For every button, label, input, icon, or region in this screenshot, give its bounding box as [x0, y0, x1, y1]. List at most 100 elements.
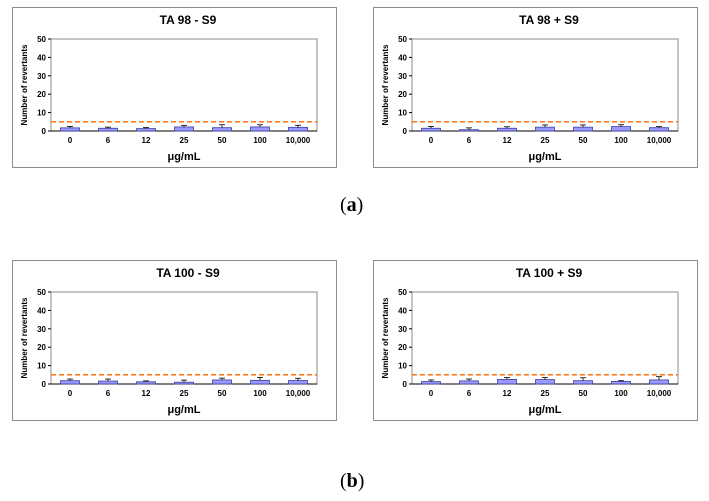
x-tick-label: 0: [429, 389, 434, 398]
x-tick-label: 25: [180, 389, 189, 398]
chart-ta98-plus-s9: TA 98 + S9 0 10 20 30 40 50 Number of revertant…: [381, 13, 679, 163]
bar: [98, 127, 118, 132]
y-tick-label: 40: [37, 53, 46, 62]
chart-title: TA 100 - S9: [156, 266, 220, 280]
bar: [497, 379, 517, 385]
x-tick-label: 10,000: [286, 389, 311, 398]
plot-area-frame: [411, 291, 679, 385]
bar: [174, 126, 194, 132]
bar: [535, 126, 555, 132]
chart-panel-ta98-minus-s9: TA 98 - S9 0 10 20 30 40 50 Number of revertant…: [12, 7, 337, 168]
bar: [573, 380, 593, 385]
x-tick-label: 50: [579, 136, 588, 145]
y-tick-label: 40: [398, 306, 407, 315]
bar: [459, 129, 479, 132]
x-tick-label: 100: [614, 136, 628, 145]
bar: [421, 381, 441, 385]
x-axis-label: μg/mL: [167, 404, 200, 416]
bar: [136, 128, 156, 132]
bar: [250, 379, 270, 385]
y-tick-label: 30: [37, 72, 46, 81]
bar: [497, 127, 517, 132]
bar: [611, 381, 631, 385]
x-tick-label: 25: [180, 136, 189, 145]
x-tick-label: 50: [218, 136, 227, 145]
chart-title: TA 98 - S9: [160, 13, 217, 27]
y-tick-label: 50: [398, 288, 407, 297]
y-tick-label: 50: [398, 35, 407, 44]
x-tick-label: 12: [503, 389, 512, 398]
chart-panel-ta100-minus-s9: TA 100 - S9 0 10 20 30 40 50 Number of revertan…: [12, 260, 337, 421]
y-tick-label: 30: [398, 325, 407, 334]
bar: [60, 127, 80, 132]
y-tick-label: 20: [37, 343, 46, 352]
plot-area-frame: [50, 38, 318, 132]
bar: [573, 126, 593, 132]
bar: [250, 126, 270, 132]
x-tick-label: 25: [541, 136, 550, 145]
x-tick-label: 12: [503, 136, 512, 145]
chart-title: TA 98 + S9: [519, 13, 579, 27]
plot-area-frame: [50, 291, 318, 385]
x-axis-label: μg/mL: [528, 151, 561, 163]
bar: [60, 380, 80, 385]
y-tick-label: 50: [37, 35, 46, 44]
x-tick-label: 6: [106, 389, 111, 398]
bar: [649, 127, 669, 132]
y-tick-label: 0: [403, 380, 408, 389]
y-tick-label: 0: [42, 127, 47, 136]
x-tick-label: 10,000: [647, 136, 672, 145]
y-tick-label: 0: [42, 380, 47, 389]
x-tick-label: 100: [253, 136, 267, 145]
y-axis-label: Number of revertants: [20, 44, 29, 125]
y-tick-label: 20: [398, 90, 407, 99]
x-tick-label: 12: [142, 389, 151, 398]
x-tick-label: 0: [429, 136, 434, 145]
x-tick-label: 0: [68, 389, 73, 398]
bar: [535, 379, 555, 385]
x-axis-label: μg/mL: [528, 404, 561, 416]
bar: [212, 127, 232, 132]
y-tick-label: 20: [37, 90, 46, 99]
chart-panel-ta100-plus-s9: TA 100 + S9 0 10 20 30 40 50 Number of revertan…: [373, 260, 698, 421]
x-tick-label: 6: [106, 136, 111, 145]
y-tick-label: 0: [403, 127, 408, 136]
figure-label-b-text: b: [346, 470, 358, 492]
y-tick-label: 20: [398, 343, 407, 352]
chart-panel-ta98-plus-s9: TA 98 + S9 0 10 20 30 40 50 Number of revertant…: [373, 7, 698, 168]
x-tick-label: 6: [467, 136, 472, 145]
y-tick-label: 50: [37, 288, 46, 297]
y-tick-label: 30: [398, 72, 407, 81]
x-tick-label: 25: [541, 389, 550, 398]
y-tick-label: 30: [37, 325, 46, 334]
y-tick-label: 40: [398, 53, 407, 62]
x-tick-label: 50: [218, 389, 227, 398]
y-tick-label: 40: [37, 306, 46, 315]
y-axis-label: Number of revertants: [381, 44, 390, 125]
y-axis-label: Number of revertants: [20, 297, 29, 378]
x-tick-label: 10,000: [286, 136, 311, 145]
x-tick-label: 12: [142, 136, 151, 145]
bar: [288, 126, 308, 132]
figure-label-a-text: a: [346, 194, 357, 216]
bar: [611, 126, 631, 132]
chart-title: TA 100 + S9: [516, 266, 583, 280]
chart-ta100-plus-s9: TA 100 + S9 0 10 20 30 40 50 Number of revertan…: [381, 266, 679, 416]
x-tick-label: 100: [614, 389, 628, 398]
bar: [136, 381, 156, 385]
bar: [98, 380, 118, 385]
y-tick-label: 10: [398, 109, 407, 118]
bar: [421, 127, 441, 132]
y-axis-label: Number of revertants: [381, 297, 390, 378]
bar: [459, 380, 479, 385]
plot-area-frame: [411, 38, 679, 132]
y-tick-label: 10: [37, 362, 46, 371]
y-tick-label: 10: [398, 362, 407, 371]
chart-ta100-minus-s9: TA 100 - S9 0 10 20 30 40 50 Number of revertan…: [20, 266, 318, 416]
x-axis-label: μg/mL: [167, 151, 200, 163]
bar: [649, 379, 669, 385]
x-tick-label: 50: [579, 389, 588, 398]
x-tick-label: 10,000: [647, 389, 672, 398]
x-tick-label: 100: [253, 389, 267, 398]
bar: [174, 381, 194, 385]
